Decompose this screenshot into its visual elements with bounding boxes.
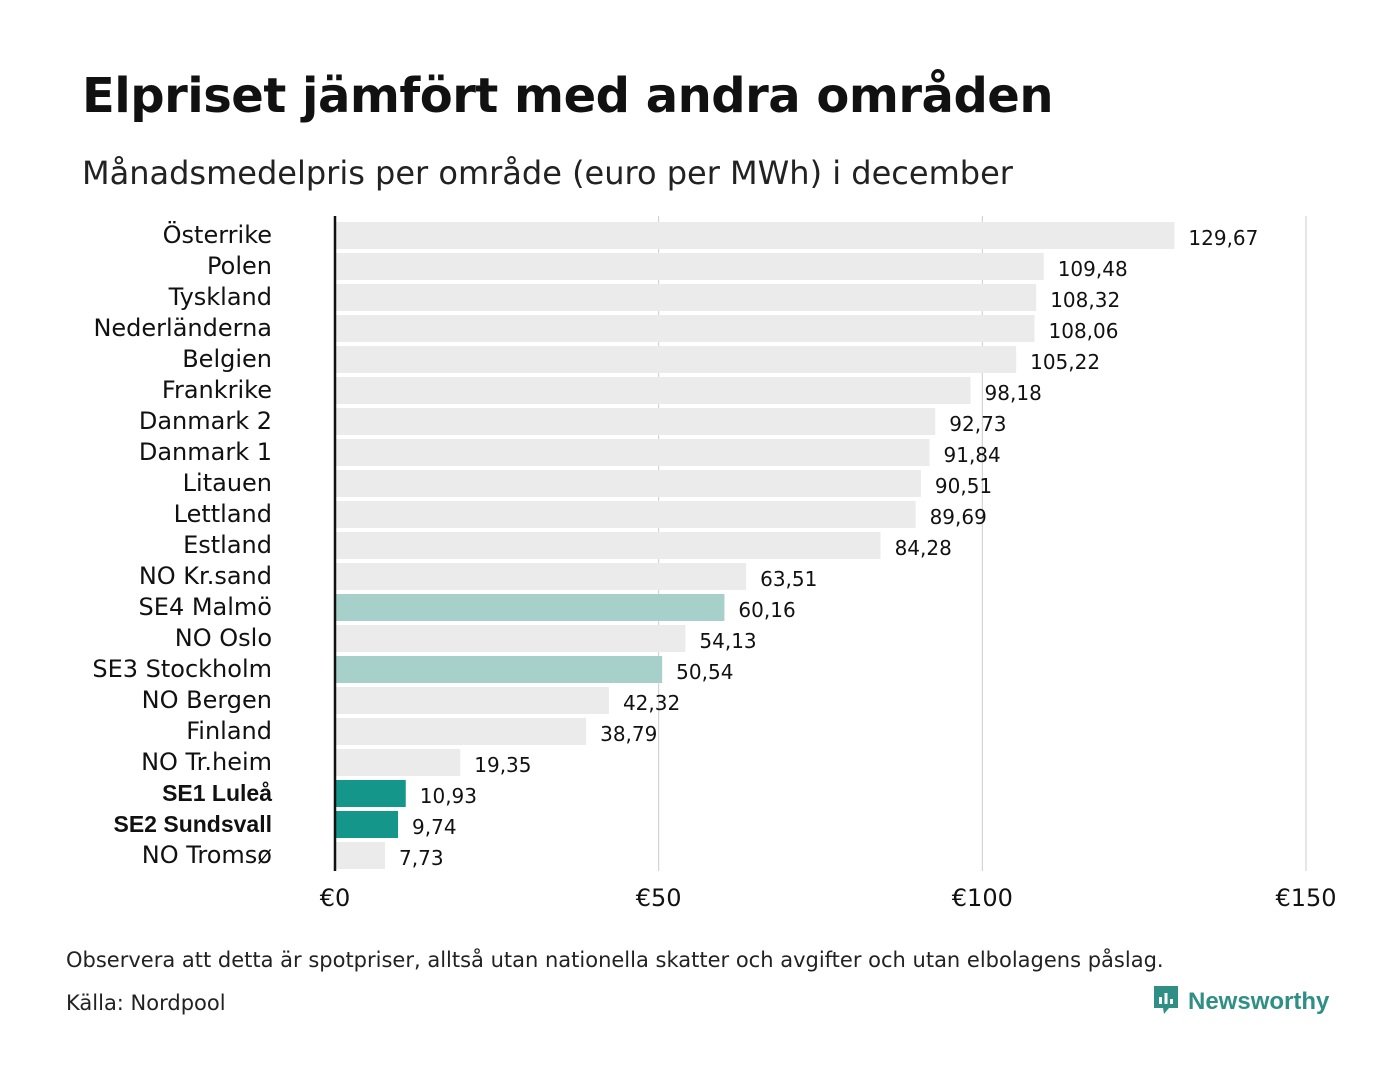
category-label: NO Kr.sand [139, 562, 272, 590]
bar [335, 346, 1017, 373]
bar [335, 470, 921, 497]
value-label: 129,67 [1188, 226, 1258, 250]
bar [335, 780, 406, 807]
bar [335, 315, 1035, 342]
bar [335, 718, 587, 745]
bar [335, 563, 747, 590]
x-tick-label: €0 [320, 884, 351, 912]
value-label: 42,32 [623, 691, 680, 715]
source-label: Källa: Nordpool [66, 991, 226, 1015]
value-label: 63,51 [760, 567, 817, 591]
bar [335, 749, 461, 776]
x-tick-label: €100 [952, 884, 1013, 912]
bar [335, 408, 936, 435]
footnote: Observera att detta är spotpriser, allts… [66, 948, 1164, 972]
chart-subtitle: Månadsmedelpris per område (euro per MWh… [82, 154, 1013, 192]
bar [335, 594, 725, 621]
value-label: 90,51 [935, 474, 992, 498]
category-label: SE1 Luleå [162, 780, 272, 806]
category-label: Litauen [183, 469, 272, 497]
category-label: Danmark 1 [139, 438, 272, 466]
category-label: Danmark 2 [139, 407, 272, 435]
value-label: 108,32 [1050, 288, 1120, 312]
bar [335, 625, 686, 652]
bar [335, 439, 930, 466]
bar [335, 532, 881, 559]
value-label: 54,13 [699, 629, 756, 653]
value-label: 91,84 [944, 443, 1001, 467]
category-label: Finland [186, 717, 272, 745]
category-label: Österrike [163, 220, 272, 249]
category-label: Belgien [182, 345, 272, 373]
category-label: SE4 Malmö [139, 593, 272, 621]
bar [335, 811, 399, 838]
bar [335, 222, 1175, 249]
category-label: Estland [183, 531, 272, 559]
value-labels: 129,67 109,48 108,32 108,06 105,22 98,18 92,73… [399, 226, 1258, 870]
category-label: Lettland [174, 500, 272, 528]
category-label: NO Oslo [175, 624, 272, 652]
bar [335, 501, 916, 528]
newsworthy-logo-icon [1152, 984, 1180, 1020]
category-label: Nederländerna [93, 314, 272, 342]
category-label: NO Bergen [142, 686, 272, 714]
category-labels: Österrike Polen Tyskland Nederländerna Belgi… [92, 220, 272, 869]
value-label: 92,73 [949, 412, 1006, 436]
value-label: 50,54 [676, 660, 733, 684]
x-tick-label: €150 [1275, 884, 1336, 912]
bar [335, 253, 1044, 280]
value-label: 10,93 [420, 784, 477, 808]
value-label: 84,28 [895, 536, 952, 560]
bar [335, 656, 663, 683]
bar [335, 842, 386, 869]
value-label: 19,35 [474, 753, 531, 777]
category-label: Tyskland [168, 283, 272, 311]
category-label: SE2 Sundsvall [113, 811, 272, 837]
category-label: Frankrike [162, 376, 272, 404]
value-label: 108,06 [1049, 319, 1119, 343]
bar [335, 687, 609, 714]
value-label: 7,73 [399, 846, 444, 870]
bar-chart: Österrike Polen Tyskland Nederländerna Belgi… [92, 216, 1337, 912]
brand-name: Newsworthy [1188, 988, 1330, 1015]
bar [335, 377, 971, 404]
chart-title: Elpriset jämfört med andra områden [82, 68, 1054, 124]
value-label: 109,48 [1058, 257, 1128, 281]
value-label: 38,79 [600, 722, 657, 746]
bar [335, 284, 1037, 311]
newsworthy-brand: Newsworthy [1152, 984, 1329, 1020]
category-label: NO Tr.heim [141, 748, 272, 776]
category-label: SE3 Stockholm [92, 655, 272, 683]
value-label: 89,69 [930, 505, 987, 529]
x-tick-label: €50 [636, 884, 682, 912]
x-axis-ticks: €0 €50 €100 €150 [320, 884, 1337, 912]
value-label: 105,22 [1030, 350, 1100, 374]
value-label: 9,74 [412, 815, 457, 839]
bars [335, 222, 1175, 869]
category-label: NO Tromsø [142, 841, 272, 869]
value-label: 60,16 [738, 598, 795, 622]
category-label: Polen [207, 252, 272, 280]
value-label: 98,18 [985, 381, 1042, 405]
